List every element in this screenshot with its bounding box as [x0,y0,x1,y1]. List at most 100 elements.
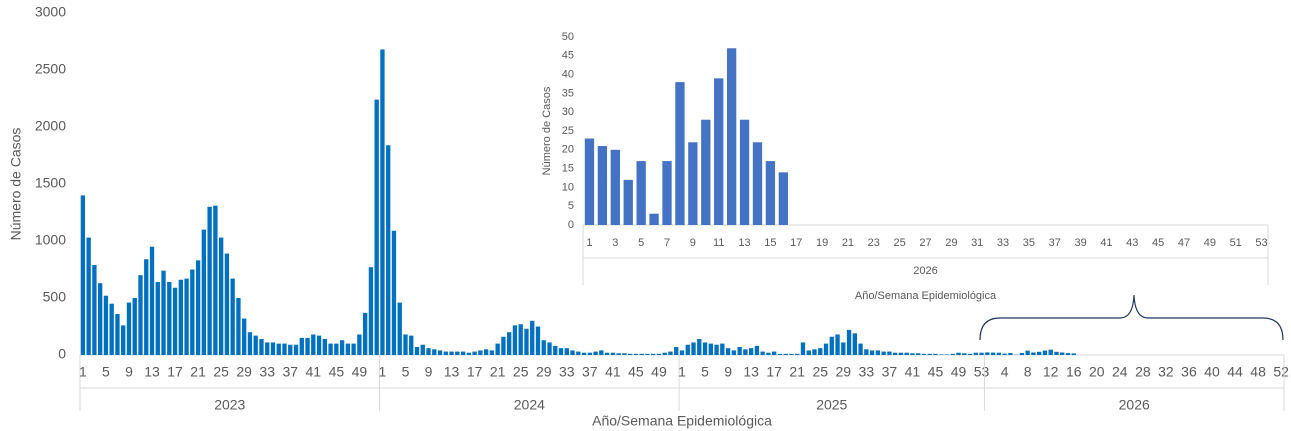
bar [265,342,270,355]
bar [962,353,967,355]
x-tick-label: 9 [690,237,696,249]
bar [161,270,166,355]
x-tick-label: 44 [1227,364,1243,380]
bar [990,352,996,355]
bar [639,353,644,355]
x-tick-label: 5 [701,364,709,380]
x-tick-label: 9 [125,364,133,380]
bar [483,349,489,355]
bar [864,349,869,355]
x-tick-label: 8 [1024,364,1032,380]
bar [339,340,345,355]
bar [593,351,598,355]
bar [391,230,397,355]
x-tick-label: 13 [444,364,460,380]
x-tick-label: 49 [352,364,368,380]
bar [610,352,616,355]
x-tick-label: 43 [1126,237,1138,249]
bar [334,343,339,355]
bar [547,342,552,355]
bar [449,351,454,355]
bar [743,349,748,355]
bar [956,352,961,355]
bar [881,351,886,355]
bar [558,348,564,355]
x-tick-label: 1 [586,237,592,249]
y-tick-label: 1000 [35,232,66,248]
bar [138,275,143,355]
bar [409,335,414,355]
bar [282,343,287,355]
bar [777,353,783,355]
bar [610,149,620,225]
bar [397,302,402,355]
bar [766,352,771,355]
bar [357,334,362,355]
bar [662,161,672,225]
bar [697,339,702,355]
bar [622,353,627,355]
bar [852,333,857,355]
bar [207,206,212,355]
bar [328,343,333,355]
bar [916,353,921,355]
bar [80,195,86,355]
bar [748,348,754,355]
x-tick-label: 29 [836,364,852,380]
bar [530,320,535,355]
y-tick-label: 3000 [35,4,66,20]
group-label: 2024 [514,397,545,413]
bar [726,48,737,225]
x-tick-label: 53 [974,364,990,380]
y-tick-label: 50 [562,31,574,43]
bar [512,325,518,355]
bar [478,350,483,355]
x-tick-label: 24 [1112,364,1128,380]
bar [126,302,132,355]
bar [823,343,829,355]
bar [1037,351,1042,355]
bar [979,352,984,355]
group-label: 2026 [1119,397,1150,413]
bar [570,350,575,355]
x-tick-label: 20 [1089,364,1105,380]
bar [800,342,806,355]
bar [195,260,201,355]
bar [702,342,708,355]
bar [812,349,817,355]
bar [311,334,316,355]
bar [599,350,604,355]
x-tick-label: 7 [664,237,670,249]
x-tick-label: 15 [764,237,776,249]
bar [109,303,114,355]
x-tick-label: 33 [997,237,1009,249]
bar [887,351,892,355]
x-tick-label: 41 [1100,237,1112,249]
bar [553,345,558,355]
bar [345,343,351,355]
bar [201,229,207,355]
bar [1065,353,1071,355]
bar [944,354,950,355]
bar [218,237,224,355]
y-tick-label: 35 [562,87,574,99]
x-tick-label: 33 [559,364,575,380]
bar [155,282,160,355]
bar [524,328,529,355]
bar [121,325,126,355]
bar [910,353,915,355]
x-tick-label: 49 [951,364,967,380]
bar [115,313,120,355]
x-tick-label: 5 [638,237,644,249]
bar [674,347,679,355]
bar [754,345,760,355]
bar [720,343,725,355]
bar [564,348,569,355]
bar [714,344,719,355]
bar [701,119,711,225]
y-axis-label: Número de Casos [8,128,24,241]
bar [714,78,724,225]
bar [362,312,368,355]
bar [685,344,690,355]
x-tick-label: 45 [329,364,345,380]
